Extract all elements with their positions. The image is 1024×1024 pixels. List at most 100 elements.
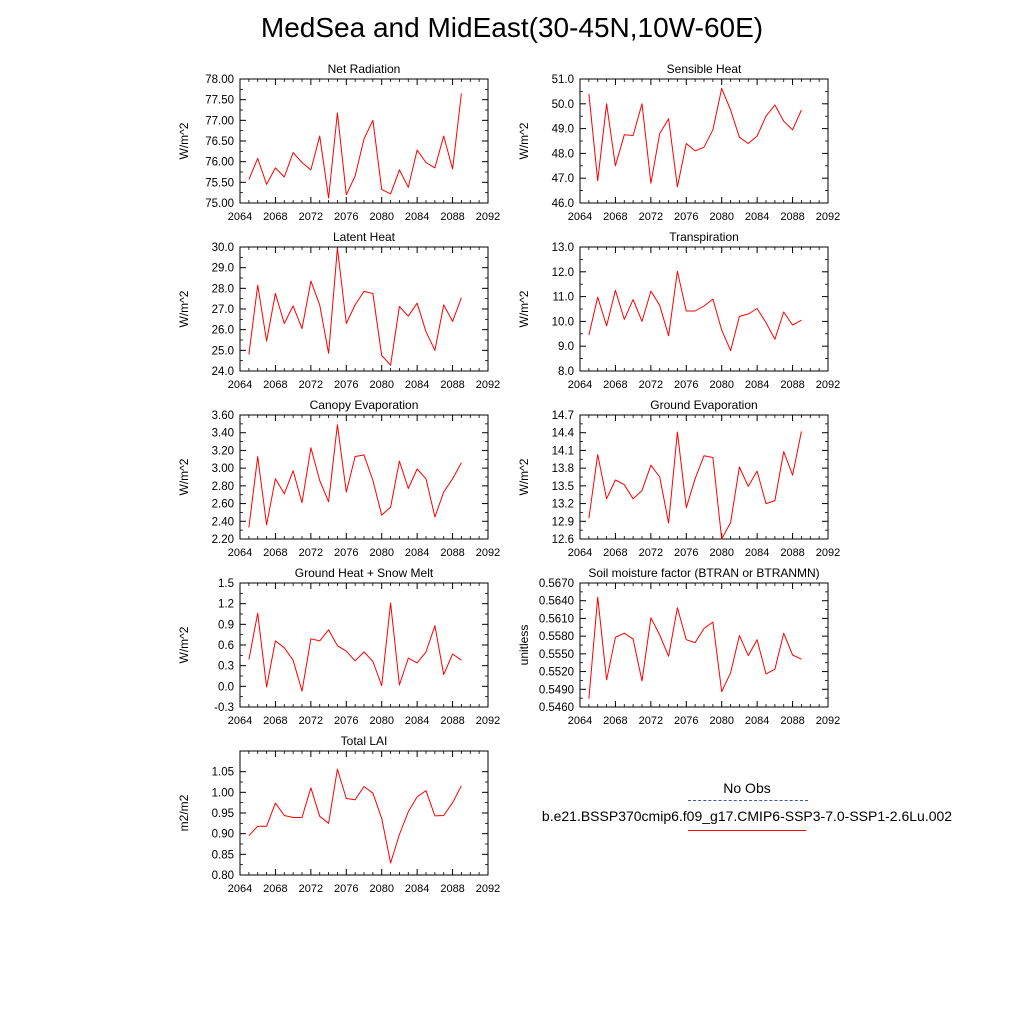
x-tick-label: 2068: [263, 211, 287, 223]
x-tick-label: 2088: [780, 379, 804, 391]
x-tick-label: 2080: [709, 211, 733, 223]
y-tick-label: 77.00: [205, 115, 234, 127]
y-axis-label: W/m^2: [177, 626, 191, 663]
y-tick-label: 0.5520: [539, 667, 574, 679]
legend-obs-label: No Obs: [723, 780, 771, 796]
x-tick-label: 2088: [440, 211, 464, 223]
series-line: [588, 431, 802, 540]
x-tick-label: 2088: [780, 715, 804, 727]
x-tick-label: 2064: [228, 715, 252, 727]
x-tick-label: 2076: [674, 379, 698, 391]
y-tick-label: 3.00: [212, 463, 234, 475]
x-tick-label: 2080: [369, 547, 393, 559]
y-tick-label: 13.8: [552, 463, 574, 475]
y-tick-label: 76.00: [205, 157, 234, 169]
y-tick-label: 13.0: [552, 242, 574, 254]
y-axis-label: m2/m2: [177, 794, 191, 831]
plot-frame: [239, 246, 489, 372]
x-tick-label: 2092: [476, 715, 500, 727]
panel-title: Transpiration: [669, 230, 739, 244]
y-tick-label: 3.60: [212, 410, 234, 422]
x-tick-label: 2088: [780, 547, 804, 559]
y-tick-label: 0.5610: [539, 613, 574, 625]
y-tick-label: 10.0: [552, 316, 574, 328]
plot-frame: [239, 750, 489, 876]
y-tick-label: 3.20: [212, 445, 234, 457]
x-tick-label: 2076: [674, 547, 698, 559]
x-tick-label: 2084: [405, 883, 429, 895]
x-tick-label: 2088: [440, 883, 464, 895]
x-tick-label: 2072: [299, 715, 323, 727]
x-tick-label: 2068: [263, 715, 287, 727]
legend-case-line: [688, 830, 806, 831]
x-tick-label: 2068: [603, 379, 627, 391]
x-tick-label: 2080: [369, 883, 393, 895]
y-tick-label: 12.0: [552, 267, 574, 279]
x-tick-label: 2072: [639, 211, 663, 223]
y-tick-label: 1.05: [212, 767, 234, 779]
panel-title: Ground Heat + Snow Melt: [295, 566, 434, 580]
y-tick-label: 76.50: [205, 136, 234, 148]
x-tick-label: 2064: [228, 883, 252, 895]
x-tick-label: 2076: [334, 211, 358, 223]
x-tick-label: 2068: [603, 211, 627, 223]
y-tick-label: 46.0: [552, 198, 574, 210]
y-axis-label: W/m^2: [177, 290, 191, 327]
x-tick-label: 2088: [440, 379, 464, 391]
y-tick-label: 0.9: [218, 619, 234, 631]
y-tick-label: 25.0: [212, 345, 234, 357]
panel-title: Latent Heat: [333, 230, 396, 244]
x-tick-label: 2076: [674, 211, 698, 223]
y-tick-label: 0.80: [212, 870, 234, 882]
panel-title: Canopy Evaporation: [310, 398, 419, 412]
y-tick-label: 48.0: [552, 148, 574, 160]
x-tick-label: 2092: [816, 547, 840, 559]
x-tick-label: 2084: [745, 379, 769, 391]
y-axis-label: unitless: [517, 625, 531, 666]
y-tick-label: 26.0: [212, 325, 234, 337]
y-tick-label: 51.0: [552, 74, 574, 86]
x-tick-label: 2084: [745, 211, 769, 223]
y-axis-label: W/m^2: [177, 122, 191, 159]
x-tick-label: 2064: [228, 379, 252, 391]
y-tick-label: 0.5580: [539, 631, 574, 643]
x-tick-label: 2084: [405, 547, 429, 559]
y-tick-label: 0.6: [218, 640, 234, 652]
y-tick-label: 0.5460: [539, 702, 574, 714]
x-tick-label: 2080: [709, 547, 733, 559]
x-tick-label: 2080: [369, 715, 393, 727]
chart-panel: Soil moisture factor (BTRAN or BTRANMN) u…: [517, 566, 840, 727]
y-axis-label: W/m^2: [177, 458, 191, 495]
x-tick-label: 2072: [639, 715, 663, 727]
x-tick-label: 2064: [228, 547, 252, 559]
x-tick-label: 2092: [816, 715, 840, 727]
x-tick-label: 2064: [568, 715, 592, 727]
chart-panel: Latent Heat W/m^2 2064 2068 2072 2076 2080 2084…: [177, 230, 500, 391]
chart-panel: Ground Heat + Snow Melt W/m^2 2064 2068 2072…: [177, 566, 500, 727]
chart-panel: Sensible Heat W/m^2 2064 2068 2072 2076 2080 20…: [517, 62, 840, 223]
y-tick-label: 3.40: [212, 428, 234, 440]
x-tick-label: 2064: [568, 547, 592, 559]
x-tick-label: 2076: [334, 883, 358, 895]
y-tick-label: 49.0: [552, 124, 574, 136]
x-tick-label: 2076: [334, 715, 358, 727]
x-tick-label: 2068: [263, 883, 287, 895]
y-tick-label: 1.5: [218, 578, 234, 590]
x-tick-label: 2076: [334, 547, 358, 559]
y-tick-label: 13.2: [552, 499, 574, 511]
y-tick-label: 2.80: [212, 481, 234, 493]
y-tick-label: 75.00: [205, 198, 234, 210]
x-tick-label: 2072: [639, 379, 663, 391]
y-axis-label: W/m^2: [517, 290, 531, 327]
series-line: [248, 602, 462, 692]
y-tick-label: 0.0: [218, 681, 234, 693]
y-tick-label: 13.5: [552, 481, 574, 493]
y-tick-label: 2.20: [212, 534, 234, 546]
y-tick-label: 0.3: [218, 661, 234, 673]
x-tick-label: 2068: [603, 715, 627, 727]
y-tick-label: 77.50: [205, 95, 234, 107]
y-axis-label: W/m^2: [517, 122, 531, 159]
y-tick-label: 29.0: [212, 263, 234, 275]
x-tick-label: 2084: [405, 211, 429, 223]
